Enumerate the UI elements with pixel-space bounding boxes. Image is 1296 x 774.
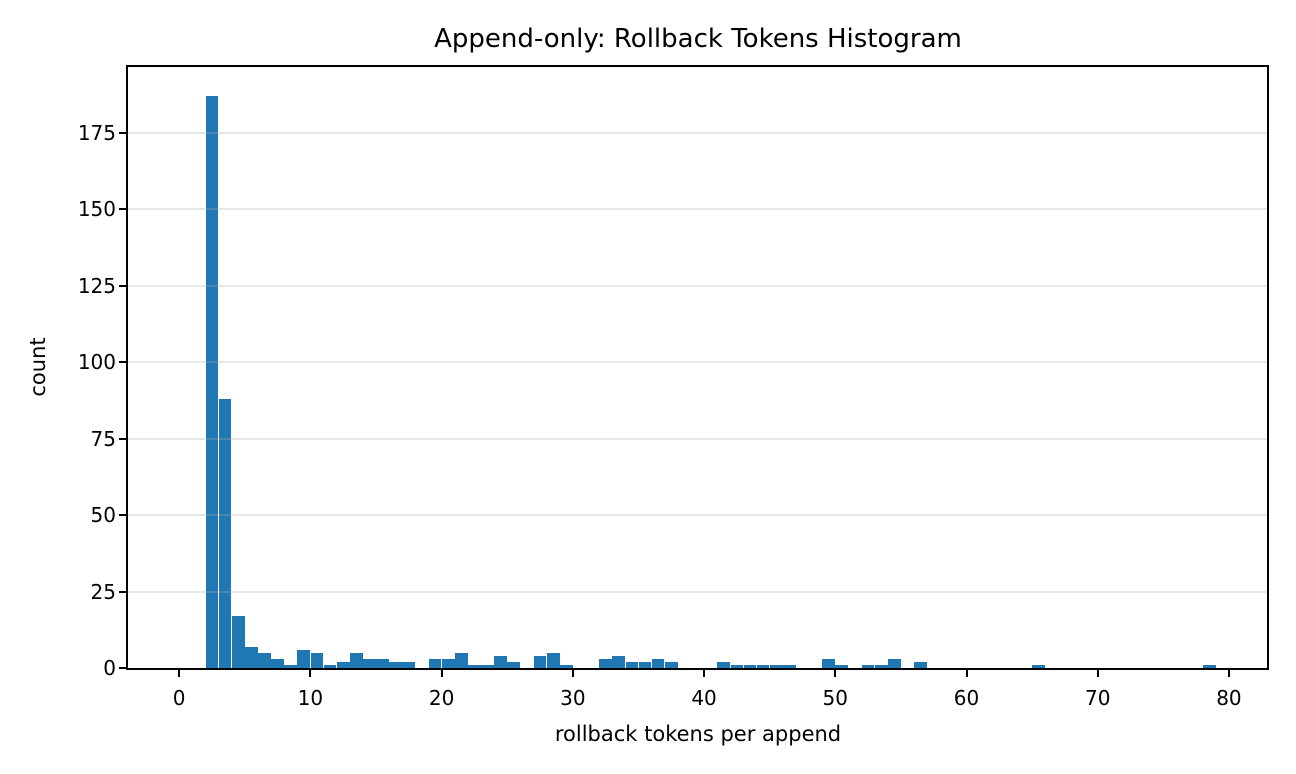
histogram-bar [730,664,744,668]
histogram-bar [389,661,403,668]
histogram-bar [664,661,678,668]
histogram-bar [231,616,245,668]
histogram-bar [1032,664,1046,668]
y-tick-label: 125 [77,273,116,298]
histogram-bar [782,664,796,668]
histogram-bar [625,661,639,668]
histogram-bar [1202,664,1216,668]
histogram-bar [454,652,468,668]
histogram-bar [494,655,508,668]
histogram-bar [205,96,219,668]
histogram-bar [363,658,376,668]
histogram-bar [376,658,389,668]
histogram-bar [336,661,350,668]
x-tick-mark [440,670,443,677]
y-tick-mark [119,590,126,593]
y-tick-mark [119,667,126,669]
gridline [128,514,1267,517]
histogram-bar [507,661,521,668]
histogram-bar [468,664,481,668]
x-tick-mark [1096,670,1099,677]
histogram-bar [218,398,232,668]
x-tick-label: 80 [1216,686,1242,710]
histogram-bar [310,652,324,668]
y-tick-mark [119,284,126,287]
x-tick-mark [309,670,312,677]
histogram-bar [258,652,271,668]
y-axis-label: count [26,337,50,397]
x-tick-label: 30 [560,686,586,710]
y-tick-label: 0 [103,656,116,680]
histogram-bar [559,664,573,668]
histogram-bar [651,658,665,668]
histogram-bar [914,661,927,668]
histogram-bar [323,664,337,668]
x-tick-label: 10 [297,686,324,710]
x-tick-mark [965,670,968,677]
histogram-bar [638,661,652,668]
gridline [128,208,1267,211]
x-tick-label: 50 [822,686,849,710]
y-tick-label: 25 [90,579,116,604]
x-tick-label: 60 [953,686,980,710]
gridline [128,590,1267,593]
x-tick-label: 20 [428,686,455,710]
histogram-bar [441,658,455,668]
histogram-bar [612,655,626,668]
y-tick-label: 175 [77,120,116,145]
y-tick-mark [119,437,126,440]
histogram-bar [349,652,363,668]
histogram-bar [244,646,258,668]
histogram-bar [599,658,612,668]
histogram-bar [297,649,311,668]
x-tick-label: 40 [691,686,717,710]
x-tick-mark [178,670,181,677]
gridline [128,131,1267,134]
x-tick-label: 70 [1084,686,1111,710]
x-tick-mark [1227,670,1230,677]
gridline [128,361,1267,364]
y-tick-mark [119,514,126,517]
x-axis-label: rollback tokens per append [554,722,842,746]
x-tick-label: 0 [172,686,186,710]
y-tick-mark [119,361,126,364]
histogram-bar [743,664,757,668]
histogram-bar [756,664,770,668]
chart-title: Append-only: Rollback Tokens Histogram [434,24,962,54]
gridline [128,437,1267,440]
histogram-bar [874,664,888,668]
histogram-bar [284,664,298,668]
histogram-bar [271,658,284,668]
y-tick-label: 100 [77,350,116,375]
y-tick-label: 50 [90,503,116,528]
histogram-bar [887,658,901,668]
y-tick-mark [119,131,126,134]
histogram-bar [717,661,731,668]
x-tick-mark [834,670,837,677]
histogram-bar [481,664,494,668]
histogram-bar [769,664,783,668]
gridline [128,284,1267,287]
histogram-bar [861,664,875,668]
plot-area: 0 10 20 30 40 50 60 70 80 0 25 50 75 100 125 150 175 [78,65,1269,710]
histogram-bar [428,658,442,668]
histogram-bar [835,664,849,668]
histogram-bar [546,652,560,668]
x-tick-mark [703,670,706,677]
y-tick-mark [119,208,126,211]
x-tick-mark [571,670,574,677]
y-tick-label: 150 [77,197,116,222]
histogram-bar [533,655,547,668]
histogram-bar [402,661,416,668]
histogram-bar [822,658,836,668]
y-tick-label: 75 [90,426,116,451]
